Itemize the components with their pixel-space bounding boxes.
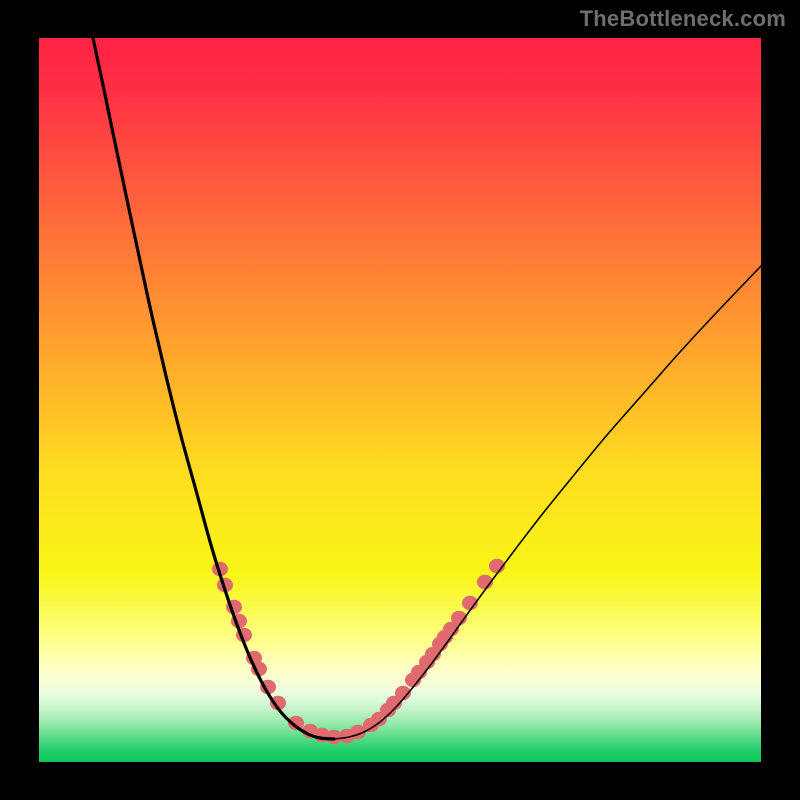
chart-container: TheBottleneck.com [0, 0, 800, 800]
gradient-plot-area [39, 38, 761, 762]
bottleneck-chart [0, 0, 800, 800]
watermark-text: TheBottleneck.com [580, 6, 786, 32]
